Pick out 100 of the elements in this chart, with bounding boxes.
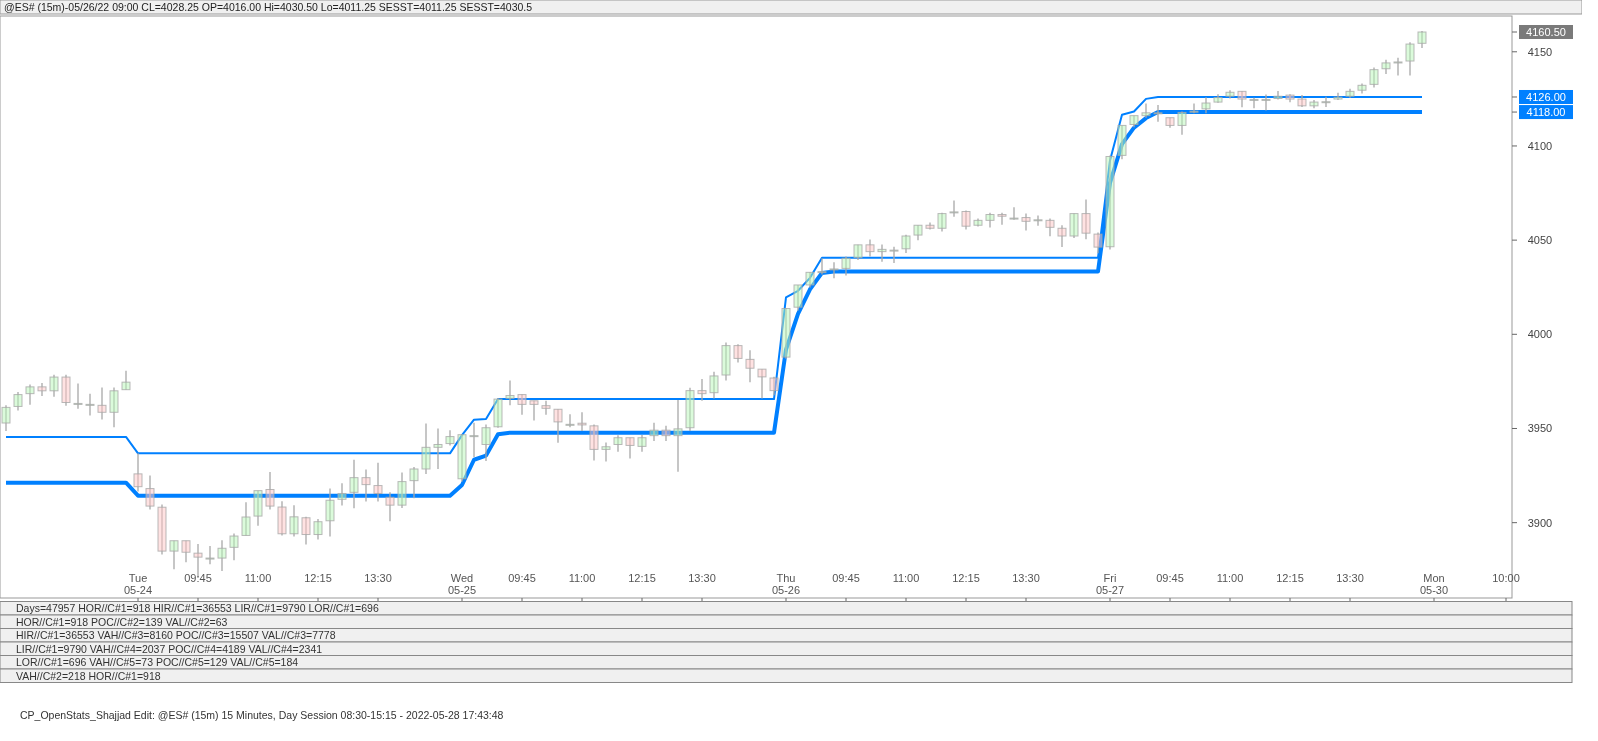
candlestick: [157, 503, 167, 556]
candlestick: [769, 376, 779, 396]
x-tick-label: 12:15: [1276, 572, 1304, 584]
x-tick-label: 11:00: [244, 572, 272, 584]
x-tick-label: 09:45: [184, 572, 212, 584]
candlestick: [1309, 99, 1319, 109]
candlestick: [205, 545, 215, 565]
candlestick: [1093, 231, 1103, 254]
candlestick: [325, 487, 335, 538]
x-tick-label: 12:15: [952, 572, 980, 584]
candlestick: [421, 422, 431, 475]
candlestick: [517, 393, 527, 416]
x-tick-label: 13:30: [364, 572, 392, 584]
candlestick: [901, 234, 911, 254]
candlestick: [1369, 66, 1379, 89]
x-tick-label: Thu 05-26: [771, 572, 801, 596]
y-tick-label: 4160.50: [1526, 25, 1566, 38]
candlestick: [589, 423, 599, 462]
candlestick: [1045, 217, 1055, 238]
candlestick: [97, 386, 107, 421]
candlestick: [649, 422, 659, 442]
chart-title: @ES# (15m)-05/26/22 09:00 CL=4028.25 OP=4016.00 Hi=4030.50 Lo=4011.25 SESST=4011.25 SESST=4030.5: [4, 1, 533, 13]
candlestick: [1237, 90, 1247, 108]
candlestick: [961, 209, 971, 231]
y-tick-label: 4000: [1527, 328, 1553, 341]
candlestick: [949, 199, 959, 218]
x-tick-label: 09:45: [1156, 572, 1184, 584]
x-tick-label: 11:00: [568, 572, 596, 584]
candlestick: [661, 425, 671, 442]
candlestick: [913, 224, 923, 241]
candlestick: [445, 429, 455, 447]
candlestick: [745, 349, 755, 383]
candlestick: [1417, 30, 1427, 49]
candlestick: [829, 261, 839, 280]
candlestick: [37, 382, 47, 397]
candlestick: [817, 257, 827, 276]
candlestick: [757, 368, 767, 400]
candlestick: [229, 532, 239, 561]
text: LOR//C#1=696 VAH//C#5=73 POC//C#5=129 VAL//C#5=184: [16, 656, 299, 668]
candlestick: [973, 217, 983, 228]
candlestick: [877, 243, 887, 263]
candlestick: [553, 408, 563, 444]
candlestick: [337, 482, 347, 507]
y-tick-label: 4118.00: [1526, 105, 1566, 118]
candlestick: [613, 434, 623, 453]
candlestick: [1249, 97, 1259, 109]
text: VAH//C#2=218 HOR//C#1=918: [16, 669, 161, 682]
x-tick-label: 13:30: [1012, 572, 1040, 584]
y-tick-label: 4100: [1527, 139, 1553, 152]
candlestick: [373, 462, 383, 503]
candlestick: [805, 271, 815, 289]
candlestick: [937, 211, 947, 233]
candlestick: [1393, 56, 1403, 77]
candlestick: [1009, 206, 1019, 221]
candlestick: [601, 441, 611, 463]
candlestick: [277, 500, 287, 537]
candlestick: [1261, 93, 1271, 112]
candlestick: [1, 404, 11, 432]
candlestick: [1153, 104, 1163, 123]
candlestick: [1033, 214, 1043, 227]
candlestick: [457, 434, 467, 483]
candlestick: [1129, 114, 1139, 128]
candlestick: [925, 221, 935, 231]
candlestick: [361, 468, 371, 503]
text: Days=47957 HOR//C#1=918 HIR//C#1=36553 LIR//C#1=9790 LOR//C#1=696: [16, 602, 379, 614]
candlestick: [709, 371, 719, 400]
candlestick: [253, 489, 263, 527]
candlestick: [781, 307, 791, 360]
candlestick: [1345, 88, 1355, 99]
candlestick: [49, 374, 59, 398]
candlestick: [397, 471, 407, 509]
y-tick-label: 4150: [1527, 45, 1553, 58]
x-tick-label: 13:30: [1336, 572, 1364, 584]
candlestick: [73, 382, 83, 410]
x-tick-label: Mon 05-30: [1419, 572, 1449, 596]
candlestick: [289, 504, 299, 538]
candlestick: [409, 466, 419, 499]
candlestick: [1057, 224, 1067, 248]
x-tick-label: Wed 05-25: [447, 572, 477, 596]
x-tick-label: 11:00: [892, 572, 920, 584]
candlestick: [1201, 96, 1211, 114]
x-tick-label: 11:00: [1216, 572, 1244, 584]
candlestick: [1297, 94, 1307, 108]
candlestick: [1285, 93, 1295, 103]
candlestick: [493, 397, 503, 429]
candlestick: [145, 474, 155, 511]
candlestick: [853, 244, 863, 261]
text: HIR//C#1=36553 VAH//C#3=8160 POC//C#3=15507 VAL//C#3=7778: [16, 629, 336, 641]
candlestick: [217, 539, 227, 572]
candlestick: [841, 255, 851, 277]
candlestick: [469, 422, 479, 458]
candlestick: [169, 540, 179, 570]
candlestick: [61, 374, 71, 407]
candlestick: [733, 343, 743, 364]
text: LIR//C#1=9790 VAH//C#4=2037 POC//C#4=4189 VAL//C#4=2341: [16, 642, 323, 655]
y-tick-label: 3900: [1527, 516, 1553, 529]
candlestick: [637, 434, 647, 453]
candlestick: [1381, 59, 1391, 75]
candlestick: [505, 379, 515, 406]
candlestick: [625, 437, 635, 460]
